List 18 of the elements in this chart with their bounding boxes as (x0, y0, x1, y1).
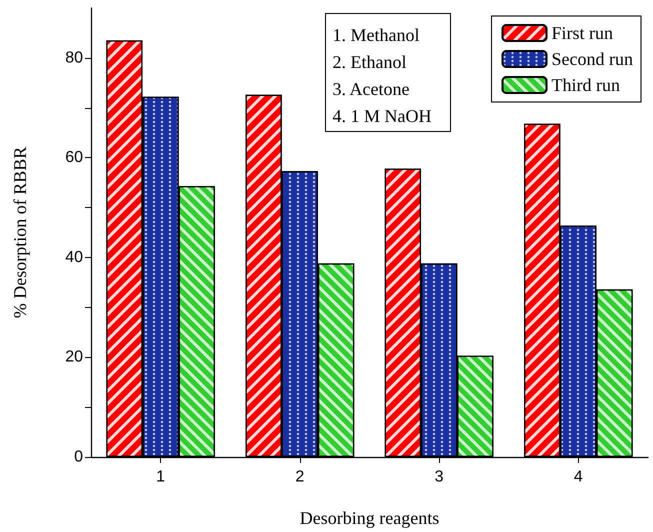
y-axis-title: % Desorption of RBBR (10, 146, 30, 318)
annotation: 2. Ethanol (332, 52, 406, 72)
x-tick-label: 4 (574, 468, 583, 486)
y-tick-label: 60 (65, 149, 84, 166)
y-tick-label: 40 (65, 248, 84, 266)
x-tick-label: 2 (295, 468, 304, 486)
x-tick-label: 1 (156, 468, 166, 486)
x-tick-label: 3 (434, 468, 444, 486)
legend-label: Third run (552, 75, 620, 95)
legend-label: Second run (552, 49, 633, 69)
y-tick-label: 80 (65, 49, 84, 66)
annotation: 3. Acetone (332, 79, 410, 99)
annotation: 4. 1 M NaOH (332, 106, 432, 126)
y-tick-label: 0 (74, 448, 84, 466)
y-tick-label: 20 (65, 348, 84, 366)
legend-label: First run (552, 23, 614, 43)
annotation: 1. Methanol (332, 25, 420, 45)
x-axis-title: Desorbing reagents (300, 508, 440, 528)
